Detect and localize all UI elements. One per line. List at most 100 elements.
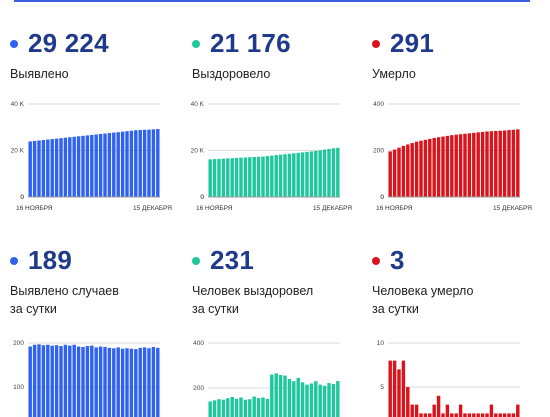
bar [415,142,418,197]
bar [108,133,111,197]
legend-dot-icon [372,40,380,48]
bar [235,158,238,197]
bar [37,141,40,197]
bar [314,151,317,197]
bar [261,157,264,197]
y-tick-label: 10 [377,340,385,347]
stat-label-line: за сутки [372,300,473,318]
y-tick-label: 20 K [11,148,25,155]
bar [213,400,216,417]
bar [217,399,220,417]
x-tick-label-start: 16 НОЯБРЯ [376,205,413,212]
bar [147,348,150,417]
y-tick-label-zero: 0 [380,194,384,201]
bar [406,387,409,417]
bar [99,347,102,417]
bar [222,400,225,417]
stat-label-line: за сутки [192,300,313,318]
bar [112,348,115,417]
bar [134,349,137,417]
bar [450,413,453,417]
bar [59,138,62,197]
stat-value: 291 [390,28,434,59]
bar [121,132,124,197]
stat-header: 189 [10,245,72,275]
bar [270,156,273,197]
bar [485,413,488,417]
bar [138,348,141,417]
bar [468,133,471,197]
legend-dot-icon [192,257,200,265]
stat-label-line: Умерло [372,65,416,83]
bar [46,345,49,417]
bar [459,405,462,417]
bar [64,345,67,417]
bar [77,347,80,417]
bar [50,139,53,197]
bar [402,146,405,197]
bar [99,134,102,197]
bar [90,346,93,417]
bar [230,158,233,197]
bar [288,379,291,417]
bar [230,397,233,417]
bar [244,400,247,417]
bar [103,347,106,417]
bar [130,349,133,417]
bar [112,133,115,197]
bar [143,130,146,197]
bar [393,361,396,417]
y-tick-label: 20 K [191,148,205,155]
bar [134,130,137,197]
bar [59,346,62,417]
bar [86,346,89,417]
y-tick-label: 100 [13,384,24,391]
bar [490,131,493,197]
bar [68,137,71,197]
bar [468,413,471,417]
legend-dot-icon [10,257,18,265]
stat-value: 29 224 [28,28,109,59]
bar [441,137,444,197]
x-tick-label-start: 16 НОЯБРЯ [196,205,233,212]
x-tick-label-end: 15 ДЕКАБРЯ [313,205,352,212]
bar [244,157,247,197]
bar [261,397,264,417]
bar [388,361,391,417]
legend-dot-icon [372,257,380,265]
legend-dot-icon [192,40,200,48]
bar [463,134,466,197]
bar [37,344,40,417]
bar [450,135,453,197]
bar [432,405,435,417]
bar [512,130,515,197]
bar [108,348,111,417]
bar [410,405,413,417]
bar [257,157,260,197]
stat-header: 3 [372,245,405,275]
bar [419,413,422,417]
bar [266,156,269,197]
bar [310,151,313,197]
bar [301,152,304,197]
bar [503,131,506,197]
bar [235,399,238,417]
bar [432,138,435,197]
bar [226,398,229,417]
bar [72,345,75,417]
bar [327,149,330,197]
stat-value: 21 176 [210,28,291,59]
bar [318,385,321,417]
bar [428,413,431,417]
bar [239,397,242,417]
stat-value: 3 [390,245,405,276]
bar [94,347,97,417]
bar [257,398,260,417]
bar [274,155,277,197]
bar [279,375,282,417]
